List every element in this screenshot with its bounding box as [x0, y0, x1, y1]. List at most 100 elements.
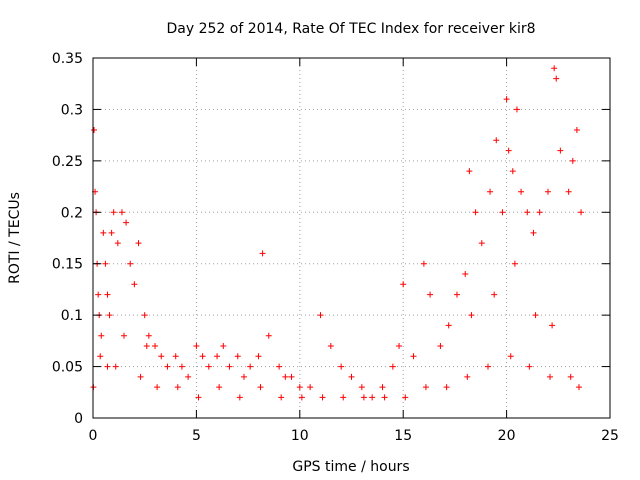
roti-point: [505, 147, 512, 154]
roti-point: [466, 168, 473, 175]
roti-point: [578, 209, 585, 216]
roti-point: [536, 209, 543, 216]
roti-point: [145, 332, 152, 339]
roti-point: [102, 260, 109, 267]
roti-point: [557, 147, 564, 154]
roti-point: [437, 343, 444, 349]
roti-point: [381, 394, 388, 401]
roti-point: [472, 209, 479, 216]
roti-point: [464, 373, 471, 380]
y-tick-label: 0: [74, 411, 83, 427]
chart-title: Day 252 of 2014, Rate Of TEC Index for r…: [166, 21, 535, 37]
roti-point: [503, 96, 510, 103]
roti-point: [257, 384, 264, 391]
roti-point: [317, 312, 324, 319]
y-tick-label: 0.05: [52, 360, 83, 376]
roti-point: [97, 353, 104, 360]
roti-point: [567, 373, 574, 380]
roti-point: [379, 384, 386, 391]
roti-point: [174, 384, 181, 391]
roti-point: [532, 312, 539, 319]
roti-point: [240, 373, 247, 380]
roti-point: [445, 322, 452, 329]
roti-point: [369, 394, 376, 401]
roti-point: [95, 291, 102, 298]
roti-point: [396, 343, 403, 349]
roti-point: [340, 394, 347, 401]
roti-point: [462, 271, 469, 277]
roti-point: [338, 363, 345, 370]
roti-point: [91, 127, 98, 133]
roti-point: [236, 394, 243, 401]
roti-point: [298, 394, 305, 401]
roti-point: [276, 363, 283, 370]
roti-point: [216, 384, 223, 391]
x-axis-label: GPS time / hours: [292, 459, 409, 475]
roti-point: [278, 394, 285, 401]
roti-point: [410, 353, 417, 360]
axis-ticks: 0 0.05 0.1 0.15 0.2 0.25 0.3 0.35 0 5 10 15 20 25: [52, 51, 619, 444]
roti-point: [530, 229, 537, 236]
roti-point: [220, 343, 227, 349]
roti-point: [104, 363, 111, 370]
roti-point: [400, 281, 407, 288]
roti-point: [199, 353, 206, 360]
roti-point: [141, 312, 148, 319]
roti-point: [247, 363, 254, 370]
roti-point: [553, 75, 560, 82]
roti-point: [195, 394, 202, 401]
y-tick-label: 0.1: [61, 308, 83, 324]
roti-point: [193, 343, 200, 349]
roti-point: [389, 363, 396, 370]
roti-point: [100, 229, 107, 236]
roti-point: [422, 384, 429, 391]
roti-point: [420, 260, 427, 267]
roti-point: [493, 137, 500, 144]
y-tick-label: 0.15: [52, 257, 83, 273]
roti-point: [265, 332, 272, 339]
roti-point: [549, 322, 556, 329]
x-tick-label: 15: [394, 428, 412, 444]
roti-point: [288, 373, 295, 380]
roti-point: [110, 209, 117, 216]
roti-point: [131, 281, 138, 288]
roti-point: [185, 373, 192, 380]
roti-point: [226, 363, 233, 370]
roti-point: [358, 384, 365, 391]
roti-point: [98, 332, 105, 339]
roti-point: [112, 363, 119, 370]
roti-point: [484, 363, 491, 370]
roti-point: [172, 353, 179, 360]
roti-point: [158, 353, 165, 360]
roti-point: [319, 394, 326, 401]
roti-point: [573, 127, 580, 133]
roti-point: [106, 312, 113, 319]
roti-point: [507, 353, 514, 360]
roti-point: [348, 373, 355, 380]
roti-point: [121, 332, 128, 339]
grid: [93, 58, 610, 418]
roti-point: [569, 157, 576, 164]
roti-point: [565, 188, 572, 195]
roti-point: [307, 384, 314, 391]
roti-point: [468, 312, 475, 319]
roti-point: [551, 65, 558, 72]
roti-point: [327, 343, 334, 349]
x-tick-label: 0: [89, 428, 98, 444]
roti-point: [402, 394, 409, 401]
y-tick-label: 0.25: [52, 154, 83, 170]
roti-point: [360, 394, 367, 401]
data-points: [90, 65, 585, 401]
roti-point: [547, 373, 554, 380]
roti-point: [234, 353, 241, 360]
roti-point: [453, 291, 460, 298]
roti-point: [135, 240, 142, 247]
roti-point: [255, 353, 262, 360]
roti-point: [487, 188, 494, 195]
roti-point: [544, 188, 551, 195]
roti-point: [478, 240, 485, 247]
roti-point: [296, 384, 303, 391]
roti-point: [143, 343, 150, 349]
roti-point: [154, 384, 161, 391]
roti-point: [137, 373, 144, 380]
